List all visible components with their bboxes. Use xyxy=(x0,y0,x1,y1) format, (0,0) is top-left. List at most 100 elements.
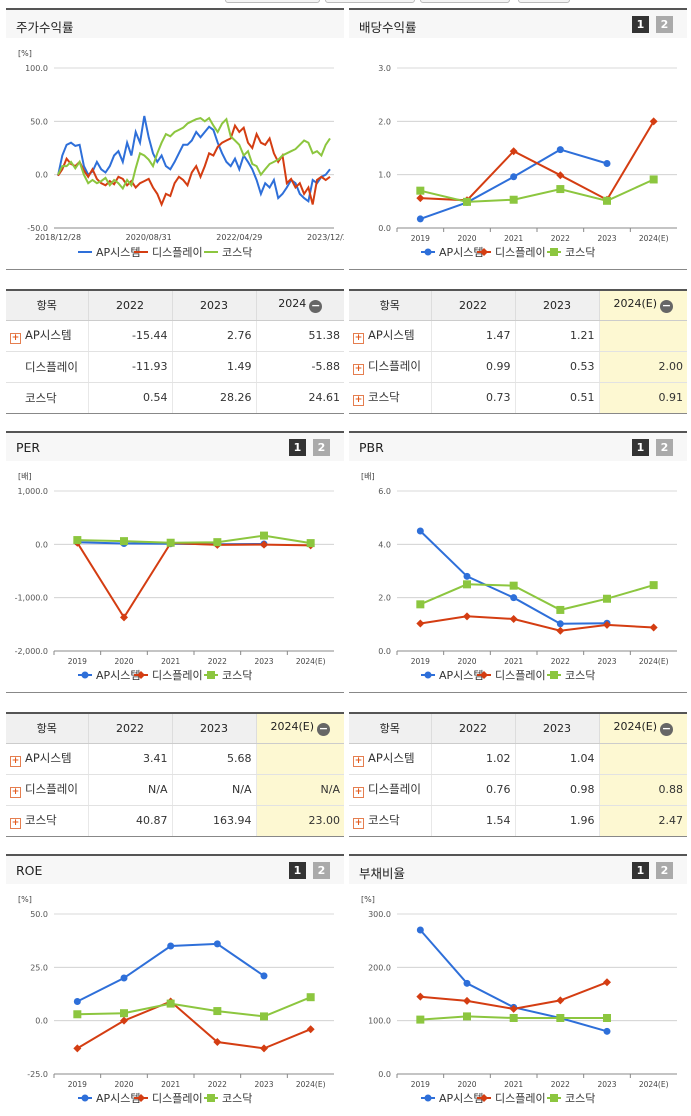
page-2-button[interactable]: 2 xyxy=(313,862,330,879)
y-tick-label: -2,000.0 xyxy=(15,647,48,656)
row-name: 코스닥 xyxy=(368,813,400,827)
cell-value: 163.94 xyxy=(171,805,256,837)
collapse-icon[interactable]: − xyxy=(660,299,674,314)
panel-title: PER xyxy=(16,440,41,455)
data-point-kosdaq xyxy=(509,195,518,204)
page-1-button[interactable]: 1 xyxy=(632,862,649,879)
y-tick-label: 1.0 xyxy=(378,171,391,180)
cell-value: 24.61 xyxy=(255,382,344,414)
row-label: + 코스닥 xyxy=(349,805,431,837)
column-header-year: 2023 xyxy=(514,712,599,744)
page-1-button[interactable]: 1 xyxy=(289,862,306,879)
y-tick-label: 4.0 xyxy=(378,540,391,549)
y-tick-label: 1,000.0 xyxy=(17,487,48,496)
data-point-display xyxy=(416,194,425,203)
data-point-ap-system xyxy=(556,620,564,628)
series-line-kosdaq xyxy=(57,116,331,191)
y-tick-label: 0.0 xyxy=(35,171,48,180)
expand-icon[interactable]: + xyxy=(353,333,364,344)
x-tick-label: 2022/04/29 xyxy=(216,233,262,242)
data-point-kosdaq xyxy=(556,185,565,194)
y-tick-label: 50.0 xyxy=(30,910,48,919)
toolbar-button[interactable] xyxy=(225,0,320,3)
panel-title: 배당수익률 xyxy=(359,20,417,35)
legend-marker-kosdaq xyxy=(550,1094,558,1102)
panel-header: 배당수익률 1 2 xyxy=(349,8,687,38)
data-point-ap-system xyxy=(603,159,611,167)
x-tick-label: 2019 xyxy=(411,657,430,666)
series-line-display xyxy=(420,615,654,632)
data-point-ap-system xyxy=(463,572,471,580)
page-2-button[interactable]: 2 xyxy=(656,439,673,456)
data-point-display xyxy=(463,612,471,621)
expand-icon[interactable]: + xyxy=(353,395,364,406)
expand-icon[interactable]: + xyxy=(353,787,364,798)
page-1-button[interactable]: 1 xyxy=(632,439,649,456)
row-label: + AP시스템 xyxy=(6,743,88,775)
per-chart: [배] 1,000.0 0.0 -1,000.0 -2,000.0 2019 2020 202… xyxy=(15,472,334,682)
debt-ratio-panel: 부채비율 1 2 [%] 300.0 200.0 100.0 0.0 2019 2020 20… xyxy=(349,854,687,1116)
legend-label-ap-system: AP시스템 xyxy=(96,669,141,682)
page-2-button[interactable]: 2 xyxy=(313,439,330,456)
toolbar-button[interactable] xyxy=(518,0,570,3)
expand-icon[interactable]: + xyxy=(10,787,21,798)
data-point-kosdaq xyxy=(463,580,471,589)
data-point-kosdaq xyxy=(73,536,82,545)
data-point-kosdaq xyxy=(120,537,128,546)
y-tick-label: 2.0 xyxy=(378,594,391,603)
cell-value: 0.91 xyxy=(598,382,687,414)
x-tick-label: 2024(E) xyxy=(639,657,669,666)
unit-label: [배] xyxy=(18,472,32,481)
toolbar-button[interactable] xyxy=(420,0,510,3)
data-point-kosdaq xyxy=(649,581,658,590)
toolbar-button[interactable] xyxy=(325,0,415,3)
unit-label: [%] xyxy=(361,895,375,904)
x-tick-label: 2021 xyxy=(504,657,523,666)
page-1-button[interactable]: 1 xyxy=(632,16,649,33)
table-row: + 코스닥 0.73 0.51 0.91 xyxy=(349,382,687,414)
collapse-icon[interactable]: − xyxy=(309,299,323,314)
legend-marker-kosdaq xyxy=(207,1094,215,1102)
column-header-year: 2022 xyxy=(430,712,515,744)
expand-icon[interactable]: + xyxy=(10,818,21,829)
legend-label-display: 디스플레이 xyxy=(152,669,203,682)
table-row: + 디스플레이 0.99 0.53 2.00 xyxy=(349,351,687,383)
collapse-icon[interactable]: − xyxy=(660,722,674,737)
data-point-ap-system xyxy=(73,997,81,1005)
divider xyxy=(349,269,687,270)
page-1-button[interactable]: 1 xyxy=(289,439,306,456)
page-2-button[interactable]: 2 xyxy=(656,862,673,879)
expand-icon[interactable]: + xyxy=(353,818,364,829)
table-row: + 코스닥 40.87 163.94 23.00 xyxy=(6,805,344,837)
x-tick-label: 2023/12/28 xyxy=(307,233,344,242)
cell-value: N/A xyxy=(255,774,344,806)
row-label: + AP시스템 xyxy=(349,743,431,775)
panel-title: 부채비율 xyxy=(359,866,406,881)
expand-icon[interactable]: + xyxy=(353,364,364,375)
expand-icon[interactable]: + xyxy=(353,756,364,767)
debt-ratio-chart: [%] 300.0 200.0 100.0 0.0 2019 2020 2021 2022 202… xyxy=(361,895,677,1105)
data-point-ap-system xyxy=(416,926,424,934)
collapse-icon[interactable]: − xyxy=(317,722,331,737)
legend-marker-display xyxy=(480,1094,488,1102)
legend-label-ap-system: AP시스템 xyxy=(96,246,141,259)
legend-label-display: 디스플레이 xyxy=(495,669,546,682)
row-name: 코스닥 xyxy=(25,390,57,405)
data-point-kosdaq xyxy=(166,538,175,547)
data-point-display xyxy=(120,1016,128,1025)
data-point-kosdaq xyxy=(213,1007,222,1016)
expand-icon[interactable]: + xyxy=(10,756,21,767)
legend-label-ap-system: AP시스템 xyxy=(96,1092,141,1105)
cell-value: 0.99 xyxy=(430,351,515,383)
divider xyxy=(6,269,344,270)
page-2-button[interactable]: 2 xyxy=(656,16,673,33)
y-tick-label: -1,000.0 xyxy=(15,594,48,603)
data-point-kosdaq xyxy=(603,1014,611,1022)
table-row: + AP시스템 1.47 1.21 xyxy=(349,320,687,352)
legend-label-display: 디스플레이 xyxy=(495,246,546,259)
expand-icon[interactable]: + xyxy=(10,333,21,344)
dividend-yield-table: 항목 2022 2023 2024(E) − + AP시스템 1.47 1.21 + 디스플레이 0.… xyxy=(349,289,687,414)
top-toolbar xyxy=(0,0,691,6)
legend-label-display: 디스플레이 xyxy=(152,1092,203,1105)
x-tick-label: 2022 xyxy=(208,657,227,666)
